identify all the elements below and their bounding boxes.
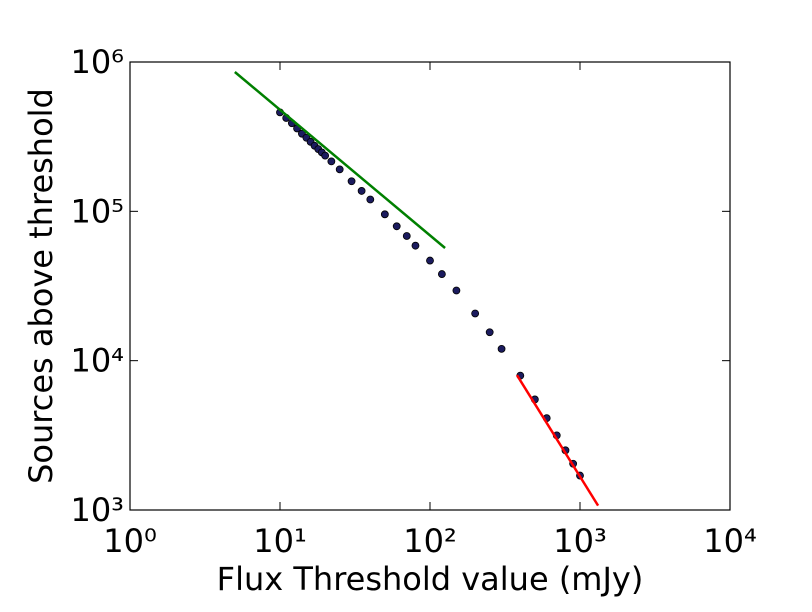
- x-axis-label: Flux Threshold value (mJy): [217, 560, 644, 598]
- plot-frame: [129, 61, 731, 511]
- data-point: [411, 241, 420, 250]
- x-tick-label: 10²: [403, 522, 457, 560]
- x-tick-label: 10⁴: [703, 522, 757, 560]
- data-point: [452, 286, 461, 295]
- data-point: [402, 232, 411, 240]
- data-point: [366, 195, 375, 204]
- data-point: [392, 222, 401, 231]
- y-tick-label: 10⁵: [70, 192, 124, 230]
- data-point: [485, 328, 494, 337]
- y-tick-label: 10⁶: [70, 43, 124, 81]
- data-point: [497, 344, 506, 353]
- data-point: [426, 256, 434, 265]
- data-point: [335, 165, 344, 174]
- y-tick-label: 10⁴: [70, 342, 124, 380]
- data-point: [380, 210, 389, 219]
- fit-line: [234, 71, 446, 249]
- x-tick-label: 10⁰: [103, 522, 157, 560]
- y-axis-label: Sources above threshold: [22, 88, 60, 484]
- data-point: [347, 177, 356, 186]
- data-point: [357, 187, 366, 195]
- data-point: [327, 157, 336, 166]
- data-point: [471, 309, 480, 318]
- data-point: [321, 151, 330, 160]
- x-tick-label: 10³: [553, 522, 607, 560]
- x-tick-label: 10¹: [253, 522, 307, 560]
- fit-line: [515, 374, 600, 507]
- y-tick-label: 10³: [70, 491, 124, 529]
- data-point: [437, 270, 446, 278]
